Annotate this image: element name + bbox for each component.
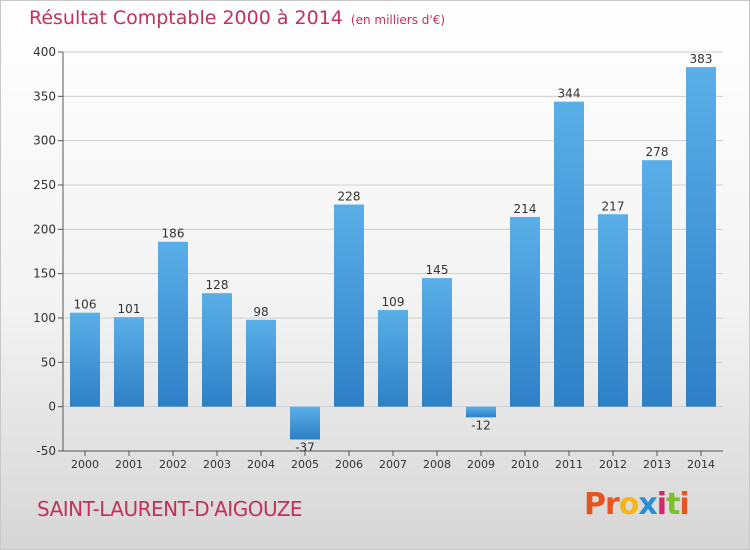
x-tick-label: 2007	[379, 458, 407, 471]
bar-2010	[510, 216, 540, 407]
y-tick-label: 300	[33, 134, 56, 148]
label-layer: -50 0 50 100 150 200 250 300 350 400 106 2000 101 200…	[33, 45, 715, 471]
bar-2001	[114, 317, 144, 407]
x-tick-label: 2001	[115, 458, 143, 471]
bar-2000	[70, 312, 100, 407]
bar-value-label: 217	[602, 199, 625, 213]
x-tick-label: 2012	[599, 458, 627, 471]
bar-value-label: 214	[514, 202, 537, 216]
proxiti-logo: Proxiti	[584, 487, 690, 522]
x-tick-label: 2014	[687, 458, 715, 471]
bar-value-label: 278	[646, 145, 669, 159]
bar-value-label: 145	[426, 263, 449, 277]
x-tick-label: 2009	[467, 458, 495, 471]
bar-value-label: 98	[253, 305, 268, 319]
logo-letter: t	[666, 487, 680, 522]
bar-2009	[466, 406, 496, 418]
y-tick-label: 150	[33, 267, 56, 281]
bar-value-label: 344	[558, 87, 581, 101]
bar-layer	[70, 67, 716, 440]
y-tick-label: 400	[33, 45, 56, 59]
bar-2004	[246, 319, 276, 407]
chart-title: Résultat Comptable 2000 à 2014 (en millie…	[29, 7, 445, 29]
logo-letter: i	[679, 487, 689, 522]
logo-letter: P	[584, 487, 606, 522]
x-tick-label: 2003	[203, 458, 231, 471]
y-tick-label: 250	[33, 178, 56, 192]
bar-2007	[378, 310, 408, 407]
y-tick-label: 200	[33, 222, 56, 236]
bar-2003	[202, 293, 232, 407]
commune-name: SAINT-LAURENT-D'AIGOUZE	[37, 497, 303, 521]
axis-layer	[58, 51, 723, 456]
x-tick-label: 2002	[159, 458, 187, 471]
x-tick-label: 2006	[335, 458, 363, 471]
x-tick-label: 2004	[247, 458, 275, 471]
bar-value-label: 109	[382, 295, 405, 309]
x-tick-label: 2008	[423, 458, 451, 471]
bar-2005	[290, 406, 320, 440]
x-tick-label: 2010	[511, 458, 539, 471]
x-tick-label: 2005	[291, 458, 319, 471]
bar-2006	[334, 204, 364, 407]
logo-letter: x	[638, 487, 657, 522]
y-tick-label: 0	[48, 400, 56, 414]
bar-value-label: 128	[206, 278, 229, 292]
bar-value-label: 383	[690, 52, 713, 66]
logo-letter: r	[605, 487, 620, 522]
bar-value-label: 228	[338, 190, 361, 204]
x-tick-label: 2000	[71, 458, 99, 471]
bar-value-label: -12	[471, 418, 491, 432]
logo-letter: o	[618, 487, 640, 522]
bar-value-label: 106	[74, 298, 97, 312]
bar-2002	[158, 241, 188, 407]
logo-letter: i	[656, 487, 667, 522]
bar-2014	[686, 67, 716, 407]
x-tick-label: 2013	[643, 458, 671, 471]
y-tick-label: 350	[33, 89, 56, 103]
bar-2013	[642, 160, 672, 407]
y-tick-label: -50	[36, 444, 56, 458]
x-tick-label: 2011	[555, 458, 583, 471]
chart-subtitle: (en milliers d'€)	[350, 13, 446, 27]
bar-2012	[598, 214, 628, 407]
bar-value-label: 101	[118, 302, 141, 316]
y-tick-label: 50	[41, 355, 56, 369]
chart-title-main: Résultat Comptable 2000 à 2014	[29, 7, 343, 29]
bar-value-label: 186	[162, 227, 185, 241]
bar-2008	[422, 278, 452, 407]
bar-value-label: -37	[295, 440, 315, 454]
bar-2011	[554, 101, 584, 407]
y-tick-label: 100	[33, 311, 56, 325]
